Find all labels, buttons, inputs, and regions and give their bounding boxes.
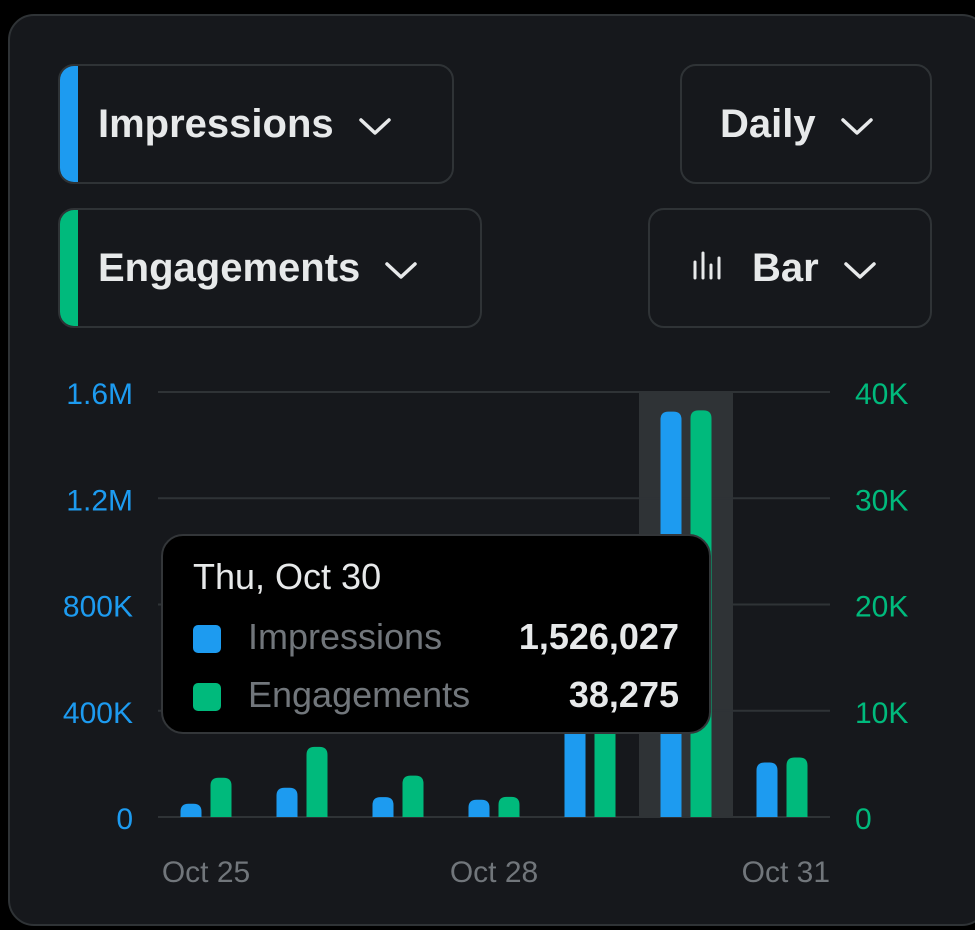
y-left-tick-label: 0 (116, 803, 133, 836)
y-right-tick-label: 20K (855, 591, 908, 624)
metric2-label: Engagements (98, 245, 361, 290)
y-left-tick-label: 800K (63, 591, 133, 624)
bar-impressions[interactable] (276, 787, 298, 817)
x-tick-label: Oct 28 (450, 856, 538, 889)
chevron-down-icon (840, 102, 874, 147)
chevron-down-icon (384, 246, 418, 291)
impressions-swatch (193, 625, 221, 653)
tooltip-date: Thu, Oct 30 (193, 556, 382, 597)
bar-chart-icon (692, 246, 722, 291)
bar-engagements[interactable] (210, 777, 232, 817)
engagements-swatch (193, 683, 221, 711)
metric2-dropdown[interactable]: Engagements (58, 208, 482, 328)
y-left-tick-label: 400K (63, 697, 133, 730)
x-tick-label: Oct 31 (742, 856, 830, 889)
bar-engagements[interactable] (498, 796, 520, 817)
metric1-color-indicator (60, 66, 78, 182)
chart-tooltip: Thu, Oct 30 Impressions 1,526,027 Engage… (161, 534, 711, 734)
chart-type-label: Bar (752, 245, 819, 290)
bar-engagements[interactable] (786, 757, 808, 818)
tooltip-series-value: 38,275 (568, 674, 679, 715)
x-tick-label: Oct 25 (162, 856, 250, 889)
tooltip-series-value: 1,526,027 (518, 616, 679, 657)
tooltip-series-name: Impressions (248, 616, 443, 657)
bar-impressions[interactable] (372, 797, 394, 817)
chevron-down-icon (843, 246, 877, 291)
y-right-tick-label: 40K (855, 378, 908, 411)
interval-dropdown[interactable]: Daily (680, 64, 932, 184)
bar-engagements[interactable] (402, 775, 424, 817)
bar-impressions[interactable] (756, 762, 778, 817)
y-right-tick-label: 10K (855, 697, 908, 730)
interval-label: Daily (720, 101, 816, 146)
y-left-tick-label: 1.6M (66, 378, 133, 411)
metric2-color-indicator (60, 210, 78, 326)
y-right-tick-label: 30K (855, 484, 908, 517)
bar-impressions[interactable] (468, 799, 490, 817)
chart-type-dropdown[interactable]: Bar (648, 208, 932, 328)
metric1-dropdown[interactable]: Impressions (58, 64, 454, 184)
chevron-down-icon (358, 102, 392, 147)
bar-impressions[interactable] (180, 803, 202, 817)
tooltip-row-engagements: Engagements 38,275 (193, 674, 679, 718)
tooltip-row-impressions: Impressions 1,526,027 (193, 616, 679, 660)
metric1-label: Impressions (98, 101, 334, 146)
tooltip-series-name: Engagements (248, 674, 471, 715)
bar-engagements[interactable] (306, 746, 328, 817)
y-left-tick-label: 1.2M (66, 484, 133, 517)
y-right-tick-label: 0 (855, 803, 872, 836)
